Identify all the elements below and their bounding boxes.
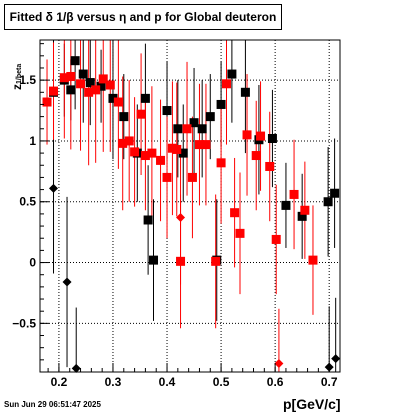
data-point bbox=[256, 131, 266, 141]
x-tick-label: 0.3 bbox=[105, 375, 122, 389]
y-tick-label: 1.5 bbox=[19, 73, 36, 87]
data-point bbox=[147, 148, 157, 158]
data-point bbox=[172, 144, 182, 154]
data-point bbox=[66, 71, 76, 81]
data-point bbox=[96, 81, 106, 91]
data-point bbox=[130, 147, 140, 157]
data-point bbox=[227, 69, 237, 79]
data-markers bbox=[42, 56, 341, 373]
data-point bbox=[143, 215, 153, 225]
data-point bbox=[70, 56, 80, 66]
data-point bbox=[124, 136, 134, 146]
data-point-diamond bbox=[274, 358, 284, 368]
data-point bbox=[267, 134, 277, 144]
data-point bbox=[113, 97, 123, 107]
data-point bbox=[149, 255, 159, 265]
x-axis-label: p[GeV/c] bbox=[283, 396, 341, 412]
data-point bbox=[178, 148, 188, 158]
data-point bbox=[108, 93, 118, 103]
x-tick-label: 0.4 bbox=[159, 375, 176, 389]
data-point bbox=[98, 74, 108, 84]
data-point bbox=[119, 112, 129, 122]
data-point-diamond bbox=[176, 213, 186, 223]
data-point bbox=[140, 93, 150, 103]
data-point bbox=[105, 80, 115, 90]
data-point bbox=[176, 256, 186, 266]
data-point-diamond bbox=[71, 363, 81, 373]
data-point bbox=[76, 79, 86, 89]
data-point bbox=[187, 172, 197, 182]
data-point bbox=[91, 85, 101, 95]
data-point-diamond bbox=[49, 183, 59, 193]
data-point bbox=[308, 255, 318, 265]
timestamp: Sun Jun 29 06:51:47 2025 bbox=[4, 400, 101, 409]
x-tick-label: 0.6 bbox=[267, 375, 284, 389]
data-point bbox=[162, 106, 172, 116]
data-point bbox=[136, 109, 146, 119]
data-point bbox=[211, 256, 221, 266]
data-point bbox=[182, 124, 192, 134]
data-point bbox=[162, 172, 172, 182]
data-point bbox=[265, 161, 275, 171]
data-point bbox=[59, 73, 69, 83]
data-point bbox=[189, 118, 199, 128]
data-point-diamond bbox=[331, 354, 341, 364]
x-tick-label: 0.5 bbox=[213, 375, 230, 389]
x-tick-label: 0.7 bbox=[321, 375, 338, 389]
data-point bbox=[230, 208, 240, 218]
data-point bbox=[66, 85, 76, 95]
y-tick-label: 1 bbox=[29, 134, 36, 148]
y-axis-label: z1/beta bbox=[10, 63, 24, 90]
data-point bbox=[216, 99, 226, 109]
data-point bbox=[156, 155, 166, 165]
y-tick-label: 0 bbox=[29, 256, 36, 270]
data-point bbox=[205, 112, 215, 122]
data-point bbox=[78, 69, 88, 79]
data-point bbox=[242, 130, 252, 140]
data-point bbox=[173, 124, 183, 134]
y-tick-label: −0.5 bbox=[12, 316, 36, 330]
data-point bbox=[197, 124, 207, 134]
plot-frame bbox=[39, 39, 341, 373]
axis-ticks: 0.2 0.3 0.4 0.5 0.6 0.7 −0.5 0 0.5 1 1.5 bbox=[12, 43, 341, 389]
data-point bbox=[300, 205, 310, 215]
y-tick-label: 0.5 bbox=[19, 195, 36, 209]
x-tick-label: 0.2 bbox=[51, 375, 68, 389]
data-point bbox=[297, 211, 307, 221]
data-point bbox=[216, 158, 226, 168]
data-point bbox=[49, 86, 59, 96]
chart-title: Fitted δ 1/β versus η and p for Global d… bbox=[4, 4, 282, 30]
data-point bbox=[235, 228, 245, 238]
data-point bbox=[323, 197, 333, 207]
data-point bbox=[194, 140, 204, 150]
data-point bbox=[240, 87, 250, 97]
data-point bbox=[221, 79, 231, 89]
data-point bbox=[289, 189, 299, 199]
data-point bbox=[118, 138, 128, 148]
data-point bbox=[42, 97, 52, 107]
data-point bbox=[251, 151, 261, 161]
data-point bbox=[330, 188, 340, 198]
data-point bbox=[281, 200, 291, 210]
data-point bbox=[201, 140, 211, 150]
data-point bbox=[140, 151, 150, 161]
y-axis-label-subscript: 1/beta bbox=[16, 63, 23, 84]
data-point bbox=[84, 87, 94, 97]
data-point bbox=[85, 78, 95, 88]
data-point-diamond bbox=[62, 277, 72, 287]
data-point bbox=[271, 234, 281, 244]
